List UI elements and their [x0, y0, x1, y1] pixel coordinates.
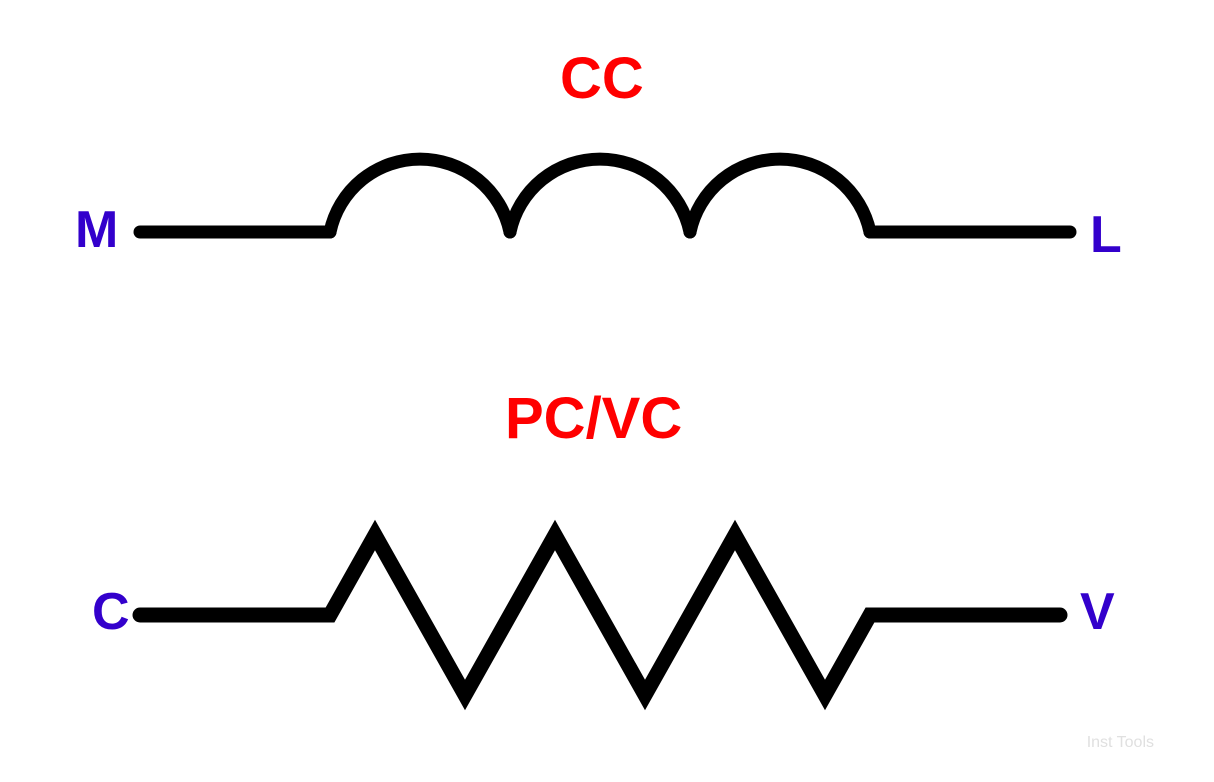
circuit-diagram: CC M L PC/VC C V Inst Tools [0, 0, 1214, 782]
resistor-symbol [0, 480, 1214, 780]
watermark-text: Inst Tools [1087, 734, 1154, 752]
inductor-symbol [0, 100, 1214, 400]
